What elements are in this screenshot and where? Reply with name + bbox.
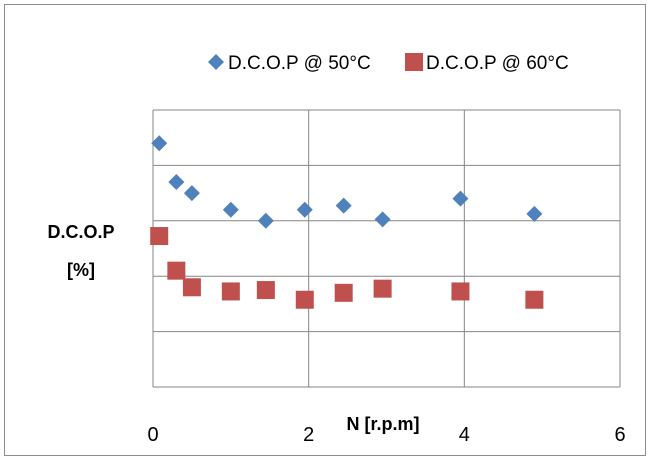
x-tick-label: 2: [303, 424, 314, 446]
legend-marker-50c: [208, 54, 224, 70]
data-point-50c: [335, 197, 352, 214]
data-point-50c: [452, 190, 469, 207]
gridlines: [152, 109, 621, 388]
data-point-60c: [256, 281, 275, 300]
x-tick-label: 4: [459, 424, 470, 446]
data-point-60c: [295, 290, 314, 309]
data-point-50c: [374, 211, 391, 228]
legend-label-60c: D.C.O.P @ 60°C: [426, 53, 569, 74]
data-point-50c: [526, 205, 543, 222]
data-point-60c: [451, 282, 470, 301]
x-tick-label: 0: [147, 424, 158, 446]
legend-label-50c: D.C.O.P @ 50°C: [228, 53, 371, 74]
y-axis-title-line2: [%]: [67, 260, 95, 280]
legend-marker-60c: [405, 53, 423, 71]
data-point-60c: [182, 278, 201, 297]
x-tick-labels: 0 2 4 6: [147, 424, 625, 446]
data-point-50c: [296, 201, 313, 218]
data-point-50c: [151, 135, 168, 152]
data-point-60c: [167, 261, 186, 280]
data-point-60c: [334, 283, 353, 302]
y-axis-title-line1: D.C.O.P: [47, 222, 114, 242]
data-point-60c: [373, 279, 392, 298]
data-point-60c: [221, 282, 240, 301]
data-point-50c: [222, 201, 239, 218]
chart-frame: [4, 4, 646, 456]
data-point-60c: [525, 290, 544, 309]
x-tick-label: 6: [614, 424, 625, 446]
data-point-50c: [183, 185, 200, 202]
data-point-60c: [150, 227, 169, 246]
data-point-50c: [168, 174, 185, 191]
x-axis-title: N [r.p.m]: [346, 414, 419, 434]
legend: D.C.O.P @ 50°C D.C.O.P @ 60°C: [208, 53, 569, 74]
data-point-50c: [257, 212, 274, 229]
data-points: [150, 135, 544, 309]
